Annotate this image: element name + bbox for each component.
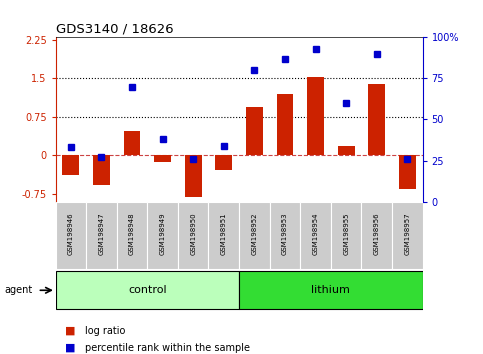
Bar: [331, 202, 361, 269]
Bar: [361, 202, 392, 269]
Text: GSM198951: GSM198951: [221, 213, 227, 255]
Bar: [56, 271, 239, 309]
Text: GSM198953: GSM198953: [282, 213, 288, 255]
Text: GSM198954: GSM198954: [313, 213, 319, 255]
Bar: [93, 155, 110, 185]
Text: GSM198947: GSM198947: [99, 213, 104, 255]
Text: ■: ■: [65, 343, 76, 353]
Text: GSM198952: GSM198952: [251, 213, 257, 255]
Bar: [239, 271, 423, 309]
Bar: [239, 202, 270, 269]
Text: agent: agent: [5, 285, 33, 295]
Text: log ratio: log ratio: [85, 326, 125, 336]
Text: lithium: lithium: [312, 285, 350, 295]
Bar: [147, 202, 178, 269]
Bar: [185, 155, 201, 196]
Bar: [270, 202, 300, 269]
Text: GSM198946: GSM198946: [68, 213, 74, 255]
Text: GSM198950: GSM198950: [190, 213, 196, 255]
Bar: [307, 77, 324, 155]
Text: GSM198956: GSM198956: [374, 213, 380, 255]
Bar: [154, 155, 171, 162]
Bar: [300, 202, 331, 269]
Text: ■: ■: [65, 326, 76, 336]
Bar: [399, 155, 416, 189]
Text: control: control: [128, 285, 167, 295]
Bar: [338, 146, 355, 155]
Text: GSM198949: GSM198949: [159, 213, 166, 255]
Bar: [215, 155, 232, 170]
Bar: [369, 85, 385, 155]
Text: percentile rank within the sample: percentile rank within the sample: [85, 343, 250, 353]
Bar: [56, 202, 86, 269]
Bar: [117, 202, 147, 269]
Text: GDS3140 / 18626: GDS3140 / 18626: [56, 22, 173, 35]
Bar: [124, 131, 141, 155]
Bar: [209, 202, 239, 269]
Bar: [86, 202, 117, 269]
Bar: [392, 202, 423, 269]
Text: GSM198957: GSM198957: [404, 213, 411, 255]
Bar: [246, 107, 263, 155]
Bar: [178, 202, 209, 269]
Bar: [277, 94, 293, 155]
Bar: [62, 155, 79, 175]
Text: GSM198948: GSM198948: [129, 213, 135, 255]
Text: GSM198955: GSM198955: [343, 213, 349, 255]
